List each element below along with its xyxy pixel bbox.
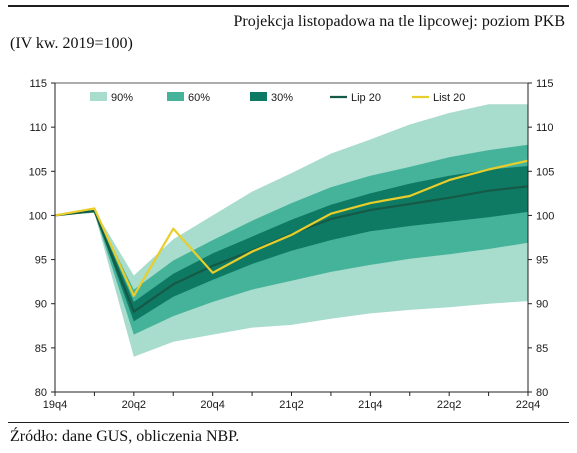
chart-title: Projekcja listopadowa na tle lipcowej: p… (233, 13, 566, 30)
y-tick-label-left: 110 (29, 122, 47, 134)
x-tick-label: 20q2 (122, 399, 146, 411)
source-note: Źródło: dane GUS, obliczenia NBP. (10, 428, 240, 445)
y-tick-label-left: 90 (35, 299, 47, 311)
bottom-rule (8, 422, 569, 423)
y-tick-label-left: 115 (29, 78, 47, 90)
series-line-list-20 (54, 159, 529, 297)
legend-swatch-90 (90, 92, 107, 101)
y-tick-label-right: 110 (536, 122, 554, 134)
legend-swatch-60 (167, 92, 184, 101)
legend-swatch-30 (250, 92, 267, 101)
y-tick-label-right: 95 (536, 255, 548, 267)
legend-label: 60% (188, 92, 210, 104)
y-tick-label-right: 105 (536, 166, 554, 178)
x-tick-label: 19q4 (43, 399, 67, 411)
y-tick-label-left: 100 (29, 210, 47, 222)
chart-subtitle: (IV kw. 2019=100) (10, 35, 133, 52)
legend-label: 30% (271, 92, 293, 104)
y-tick-label-right: 115 (536, 78, 554, 90)
x-tick-label: 22q2 (437, 399, 461, 411)
y-tick-label-left: 80 (35, 387, 47, 399)
legend-label: Lip 20 (351, 92, 381, 104)
top-rule (8, 5, 569, 7)
y-tick-label-left: 85 (35, 343, 47, 355)
x-tick-label: 21q2 (279, 399, 303, 411)
x-tick-label: 20q4 (200, 399, 224, 411)
y-tick-label-left: 95 (35, 255, 47, 267)
y-tick-label-right: 90 (536, 299, 548, 311)
legend-label: 90% (111, 92, 133, 104)
x-tick-label: 22q4 (516, 399, 540, 411)
y-tick-label-right: 85 (536, 343, 548, 355)
y-tick-label-right: 80 (536, 387, 548, 399)
y-tick-label-left: 105 (29, 166, 47, 178)
x-tick-label: 21q4 (358, 399, 382, 411)
y-tick-label-right: 100 (536, 210, 554, 222)
gdp-fan-chart: 80 80 85 85 90 90 95 95 100 100 105 105 110 110 115 115… (29, 78, 555, 411)
legend-label: List 20 (433, 92, 465, 104)
